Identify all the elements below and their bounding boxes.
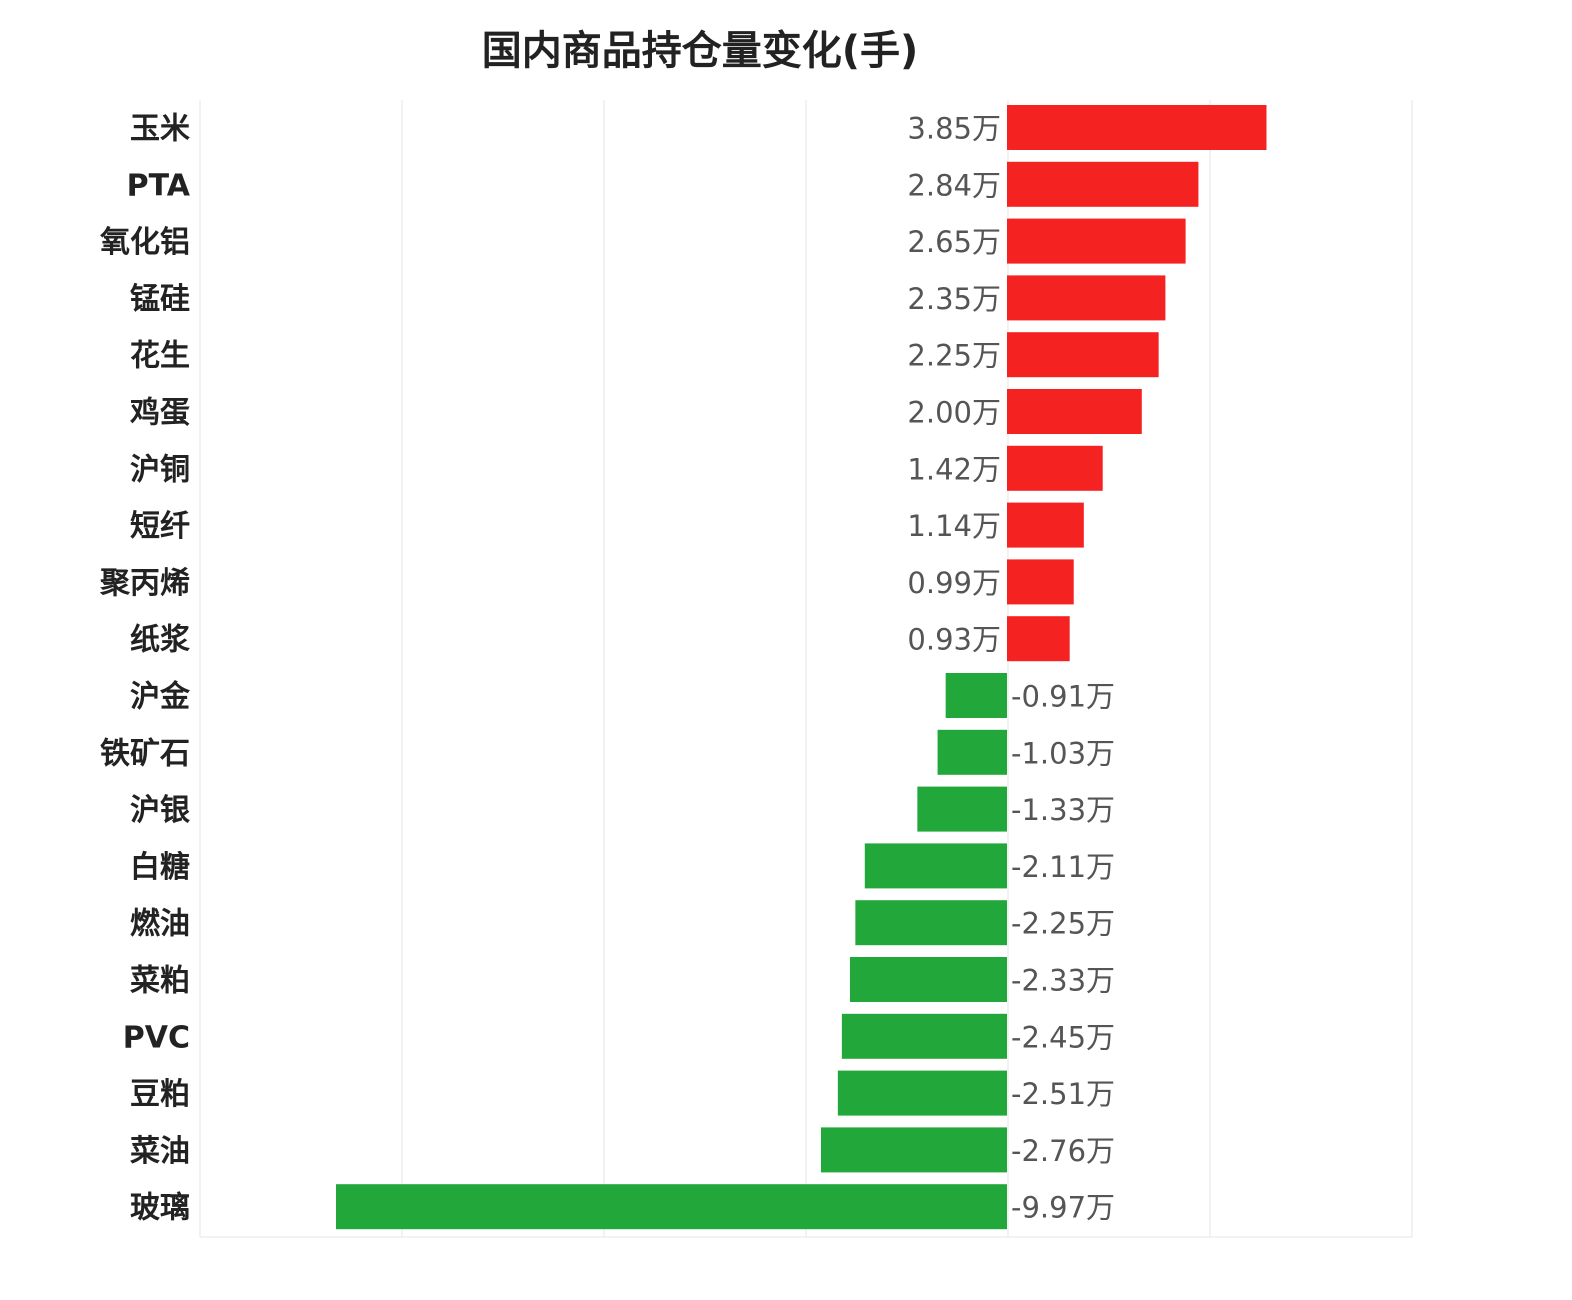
value-label: 2.25万 [907,339,1001,373]
bar [1007,559,1074,605]
value-label: 2.84万 [907,168,1001,202]
bar [820,1127,1007,1173]
bar [336,1184,1007,1230]
category-label: 菜粕 [130,964,190,999]
value-label: 1.42万 [907,452,1001,486]
bar [1007,445,1103,491]
value-label: -0.91万 [1011,680,1115,714]
value-label: 0.93万 [907,623,1001,657]
category-label: 菜油 [130,1134,190,1169]
bar [1007,218,1186,264]
value-label: 1.14万 [907,509,1001,543]
category-label: 白糖 [130,850,190,885]
category-label: 聚丙烯 [99,566,190,601]
category-label: 沪金 [130,680,191,715]
bar [1007,332,1159,378]
value-label: 0.99万 [907,566,1001,600]
category-label: 鸡蛋 [130,396,190,431]
category-label: 锰硅 [130,282,190,317]
category-label: 燃油 [130,907,190,942]
category-label: PVC [123,1020,190,1055]
bar [841,1013,1007,1059]
bar [1007,275,1166,321]
category-label: 沪铜 [130,452,190,487]
bar [1007,161,1199,207]
value-label: -2.45万 [1011,1020,1115,1054]
category-label: 铁矿石 [100,736,190,771]
value-label: -9.97万 [1011,1191,1115,1225]
bar [1007,389,1142,434]
value-label: 3.85万 [907,112,1001,146]
value-label: 2.65万 [907,225,1001,259]
value-label: -1.03万 [1011,736,1115,770]
category-label: 沪银 [130,793,190,828]
category-label: 玻璃 [130,1191,190,1226]
chart-title: 国内商品持仓量变化(手) [481,28,919,74]
value-label: -1.33万 [1011,793,1115,827]
category-label: PTA [127,168,191,203]
bar [1007,502,1084,548]
bar [864,843,1007,889]
value-label: -2.76万 [1011,1134,1115,1168]
category-label: 纸浆 [130,623,190,658]
bar [945,673,1007,718]
category-label: 短纤 [130,509,190,544]
bar [1007,616,1070,662]
bar [837,1070,1007,1116]
category-label: 豆粕 [130,1077,190,1112]
bar [855,900,1007,946]
bar [849,957,1007,1002]
bar [937,729,1007,775]
category-label: 花生 [130,339,190,374]
value-label: -2.51万 [1011,1077,1115,1111]
value-label: 2.00万 [907,396,1001,430]
bar [917,786,1007,832]
value-label: -2.25万 [1011,907,1115,941]
value-label: 2.35万 [907,282,1001,316]
category-label: 玉米 [130,112,190,147]
value-label: -2.33万 [1011,964,1115,998]
category-label: 氧化铝 [100,225,190,260]
bar [1007,105,1267,150]
value-label: -2.11万 [1011,850,1115,884]
